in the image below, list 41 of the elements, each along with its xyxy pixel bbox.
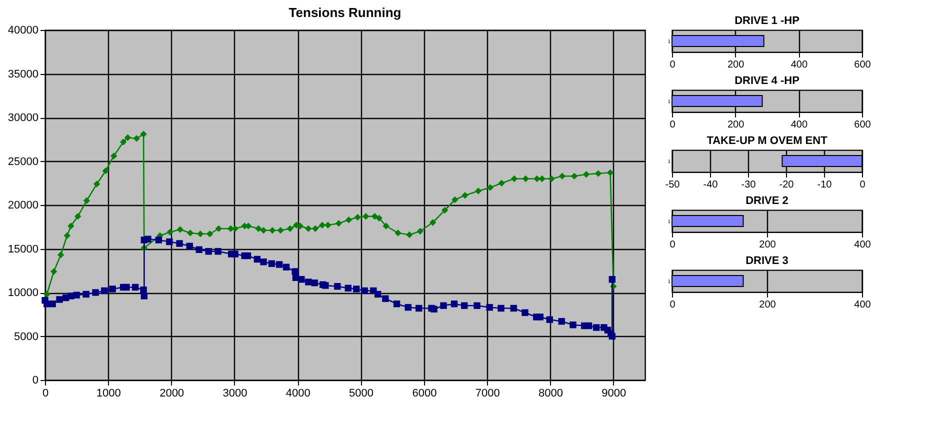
x-tick-label: 2000 — [160, 388, 184, 400]
x-tick-label: 600 — [854, 120, 872, 130]
x-tick-label: 200 — [727, 120, 745, 130]
x-tick-label: 200 — [759, 240, 776, 250]
x-tick-label: 4000 — [286, 388, 310, 400]
chart-title: TAKE-UP M OVEM ENT — [706, 135, 828, 147]
y-tick-label: 0 — [32, 374, 38, 386]
x-tick-label: 400 — [854, 300, 872, 310]
y-tick-label: 40000 — [8, 24, 38, 36]
y-tick-label: 15000 — [8, 243, 38, 256]
x-tick-label: 200 — [727, 60, 745, 70]
x-tick-label: -20 — [779, 180, 794, 190]
x-tick-label: -30 — [741, 180, 756, 190]
x-tick-label: 6000 — [412, 388, 437, 400]
y-tick-label: 10000 — [8, 287, 38, 299]
y-tick-label: 20000 — [8, 200, 38, 212]
y-tick-label: 5000 — [14, 330, 38, 343]
x-tick-label: 0 — [860, 180, 866, 190]
x-tick-label: 400 — [854, 240, 872, 250]
chart-title: DRIVE 2 — [746, 195, 788, 207]
x-tick-label: 3000 — [222, 388, 248, 400]
chart-title: DRIVE 4 -HP — [734, 75, 800, 87]
y-tick-label: 25000 — [8, 156, 38, 168]
x-tick-label: 400 — [790, 60, 808, 70]
x-tick-label: 1000 — [96, 388, 121, 400]
x-tick-label: 0 — [42, 388, 49, 400]
x-tick-label: -10 — [817, 180, 832, 190]
x-tick-label: 8000 — [538, 388, 564, 400]
x-tick-label: 9000 — [602, 388, 626, 400]
chart-title: DRIVE 3 — [746, 255, 788, 267]
x-tick-label: -40 — [703, 180, 718, 190]
x-tick-label: 200 — [759, 300, 776, 310]
y-tick-label: 35000 — [8, 68, 38, 80]
y-tick-label: 30000 — [8, 112, 38, 124]
x-tick-label: 5000 — [349, 388, 374, 400]
x-tick-label: 600 — [854, 60, 872, 70]
x-tick-label: 7000 — [475, 388, 500, 400]
chart-title: DRIVE 1 -HP — [734, 15, 800, 27]
x-tick-label: 400 — [790, 120, 808, 130]
chart-title: Tensions Running — [288, 5, 402, 20]
x-tick-label: -50 — [665, 180, 680, 190]
